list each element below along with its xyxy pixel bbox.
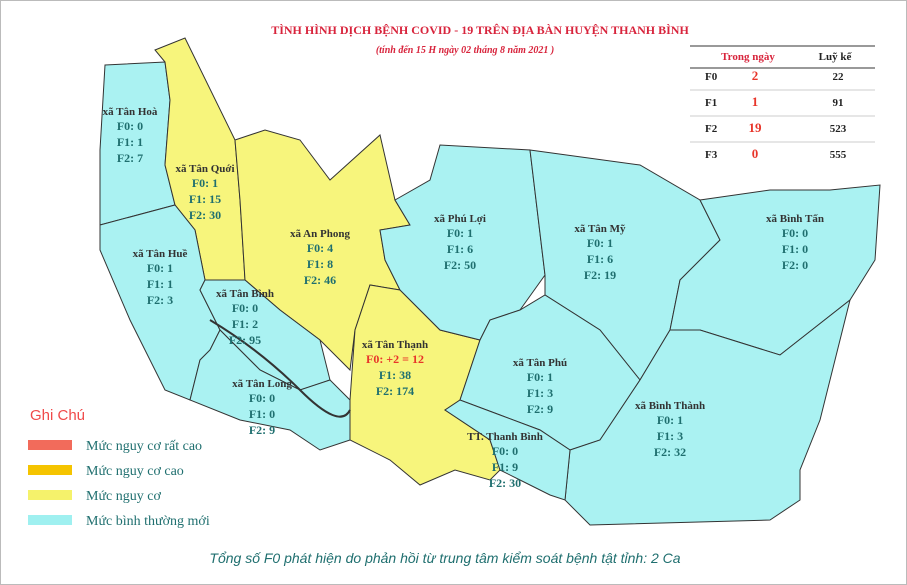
region-stat: F2: 30 bbox=[489, 476, 521, 490]
region-stat: F1: 1 bbox=[117, 135, 143, 149]
region-stat: F1: 1 bbox=[147, 277, 173, 291]
region-stat: F0: 0 bbox=[492, 444, 518, 458]
region-stat: F0: 4 bbox=[307, 241, 333, 255]
legend-label: Mức nguy cơ rất cao bbox=[86, 439, 202, 454]
region-stat: F0: 0 bbox=[232, 301, 258, 315]
legend-label: Mức nguy cơ cao bbox=[86, 464, 184, 479]
legend-swatch bbox=[28, 490, 72, 500]
region-stat: F0: +2 = 12 bbox=[366, 352, 424, 366]
region-name: xã An Phong bbox=[290, 228, 350, 240]
region-stat: F0: 1 bbox=[447, 226, 473, 240]
region-name: xã Tân Phú bbox=[513, 357, 567, 369]
region-stat: F2: 7 bbox=[117, 151, 143, 165]
region-name: TT. Thanh Bình bbox=[467, 431, 543, 443]
table-cell: 91 bbox=[833, 97, 844, 109]
region-name: xã Tân Thạnh bbox=[362, 339, 428, 351]
region-stat: F0: 1 bbox=[147, 261, 173, 275]
region-stat: F2: 3 bbox=[147, 293, 173, 307]
table-cell: 1 bbox=[752, 94, 759, 109]
region-stat: F1: 0 bbox=[782, 242, 808, 256]
region-name: xã Tân Long bbox=[232, 378, 292, 390]
region-stat: F2: 19 bbox=[584, 268, 616, 282]
region-stat: F2: 95 bbox=[229, 333, 261, 347]
region-stat: F2: 174 bbox=[376, 384, 414, 398]
region-stat: F2: 9 bbox=[527, 402, 553, 416]
region-stat: F0: 1 bbox=[192, 176, 218, 190]
region-stat: F2: 50 bbox=[444, 258, 476, 272]
legend-label: Mức bình thường mới bbox=[86, 514, 210, 529]
region-stat: F2: 46 bbox=[304, 273, 336, 287]
region-stat: F1: 0 bbox=[249, 407, 275, 421]
region-stat: F1: 9 bbox=[492, 460, 518, 474]
table-cell: 0 bbox=[752, 146, 759, 161]
title: TÌNH HÌNH DỊCH BỆNH COVID - 19 TRÊN ĐỊA … bbox=[271, 23, 689, 37]
region-name: xã Tân Quới bbox=[175, 163, 234, 175]
region-stat: F2: 32 bbox=[654, 445, 686, 459]
region-stat: F0: 0 bbox=[249, 391, 275, 405]
table-cell: 2 bbox=[752, 68, 759, 83]
table-cell: 555 bbox=[830, 149, 847, 161]
region-name: xã Tân Huề bbox=[133, 248, 188, 260]
region-shape bbox=[564, 298, 851, 526]
region-stat: F1: 3 bbox=[527, 386, 553, 400]
footer: Tổng số F0 phát hiện do phản hồi từ trun… bbox=[209, 550, 680, 566]
table-cell: 523 bbox=[830, 123, 847, 135]
legend-swatch bbox=[28, 440, 72, 450]
regions bbox=[99, 37, 881, 526]
region-stat: F1: 3 bbox=[657, 429, 683, 443]
region-stat: F0: 0 bbox=[117, 119, 143, 133]
region-stat: F1: 38 bbox=[379, 368, 411, 382]
table-cell: F3 bbox=[705, 149, 718, 161]
region-shape bbox=[189, 329, 351, 451]
region-stat: F0: 0 bbox=[782, 226, 808, 240]
table-cell: F1 bbox=[705, 97, 717, 109]
legend-swatch bbox=[28, 465, 72, 475]
region-name: xã Tân Bình bbox=[216, 288, 274, 300]
region-shape bbox=[444, 399, 571, 501]
region-stat: F1: 6 bbox=[447, 242, 473, 256]
region-stat: F1: 8 bbox=[307, 257, 333, 271]
table-cell: F0 bbox=[705, 71, 718, 83]
region-name: xã Phú Lợi bbox=[434, 213, 486, 225]
region-stat: F1: 15 bbox=[189, 192, 221, 206]
region-name: xã Bình Thành bbox=[635, 400, 705, 412]
legend-title: Ghi Chú bbox=[30, 407, 85, 424]
region-stat: F2: 9 bbox=[249, 423, 275, 437]
legend: Ghi Chú Mức nguy cơ rất cao Mức nguy cơ c… bbox=[28, 407, 210, 529]
region-stat: F0: 1 bbox=[587, 236, 613, 250]
region-stat: F2: 30 bbox=[189, 208, 221, 222]
table-cell: 22 bbox=[833, 71, 845, 83]
region-stat: F1: 2 bbox=[232, 317, 258, 331]
table-header: Trong ngày bbox=[721, 51, 775, 63]
subtitle: (tính đến 15 H ngày 02 tháng 8 năm 2021 … bbox=[376, 45, 554, 56]
table-cell: F2 bbox=[705, 123, 718, 135]
legend-swatch bbox=[28, 515, 72, 525]
table-header: Luỹ kế bbox=[819, 51, 853, 63]
region-stat: F0: 1 bbox=[527, 370, 553, 384]
legend-label: Mức nguy cơ bbox=[86, 489, 161, 504]
region-name: xã Tân Mỹ bbox=[574, 223, 626, 235]
table-cell: 19 bbox=[749, 120, 763, 135]
region-stat: F2: 0 bbox=[782, 258, 808, 272]
region-stat: F0: 1 bbox=[657, 413, 683, 427]
region-stat: F1: 6 bbox=[587, 252, 613, 266]
region-name: xã Tân Hoà bbox=[103, 106, 158, 118]
region-name: xã Bình Tấn bbox=[766, 213, 824, 225]
river bbox=[209, 319, 351, 418]
